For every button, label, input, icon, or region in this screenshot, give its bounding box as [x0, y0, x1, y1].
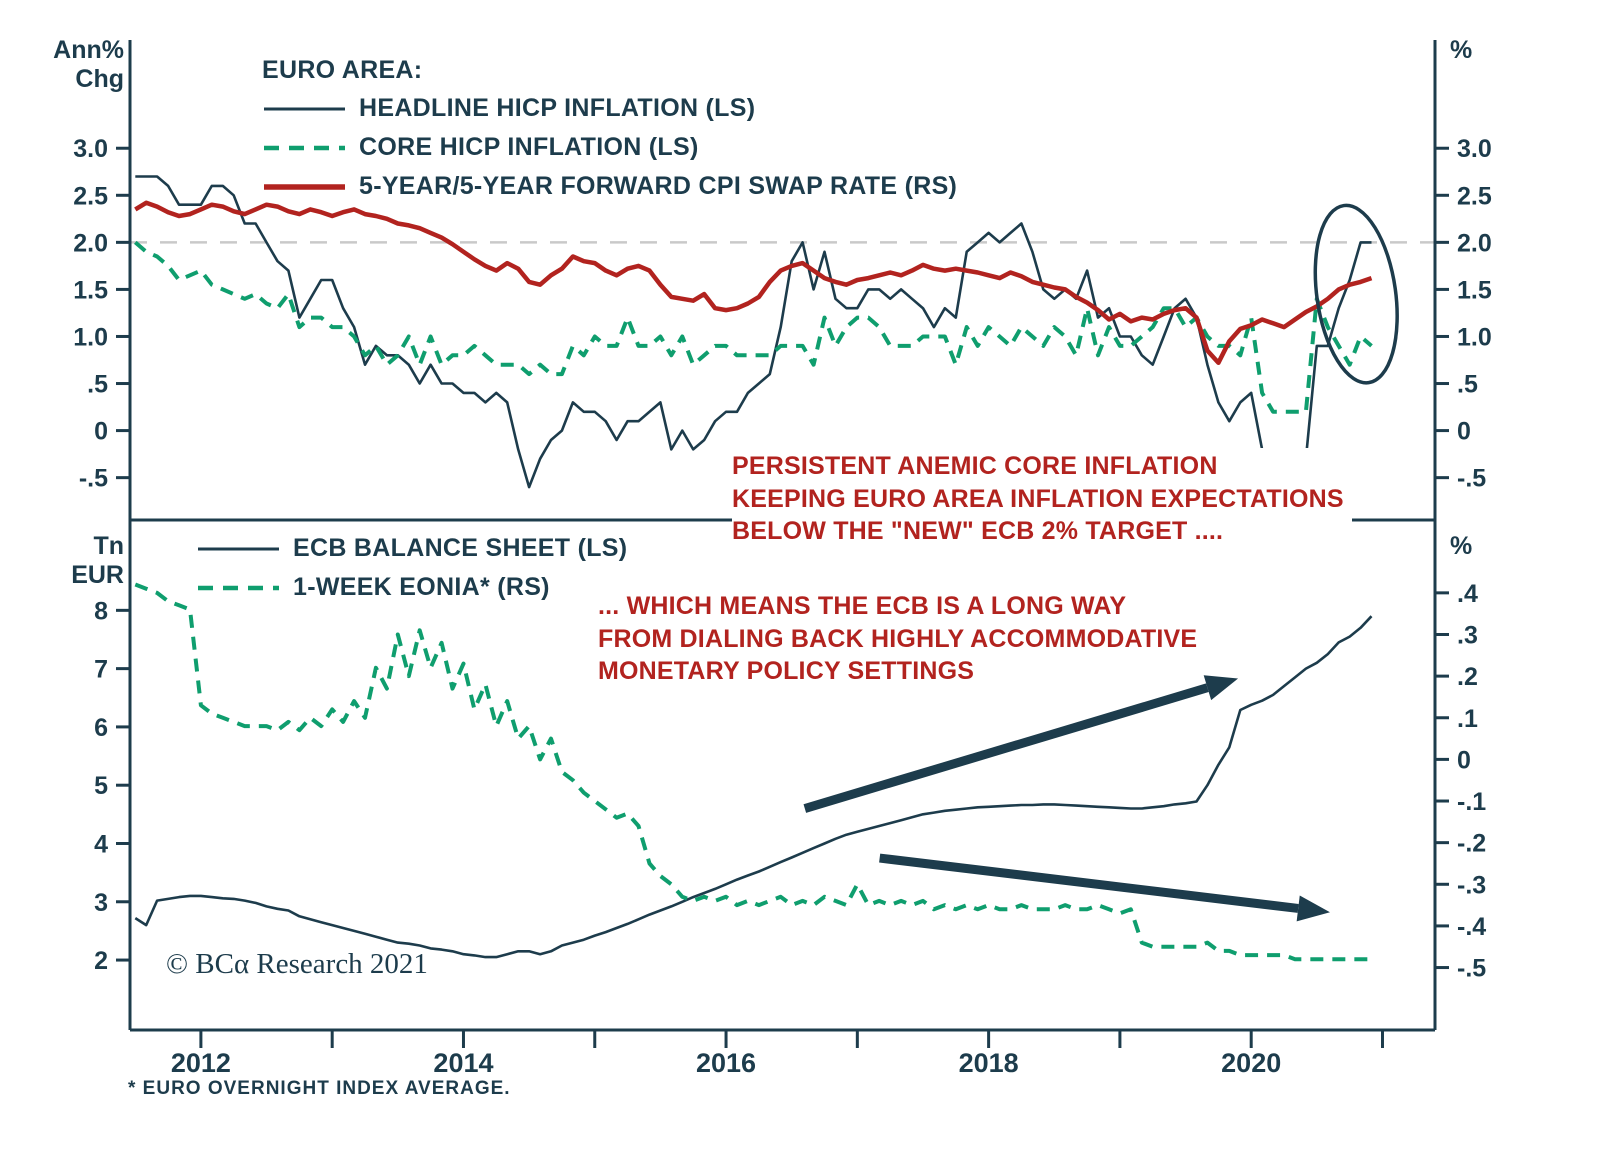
footnote-eonia-definition: * EURO OVERNIGHT INDEX AVERAGE. — [128, 1078, 511, 1099]
x-tick-label: 2014 — [433, 1048, 493, 1078]
copyright-bca-research: © BCα Research 2021 — [166, 948, 428, 980]
headline-hicp-line — [135, 175, 1372, 489]
trend-arrow-head — [1296, 895, 1330, 922]
ecb-balance-sheet-line — [134, 615, 1373, 959]
y-tick-label: 2.5 — [1457, 182, 1492, 210]
trend-arrow-head — [1203, 675, 1239, 701]
legend-title-euro-area: EURO AREA: — [262, 56, 423, 84]
y-tick-label: 0 — [94, 418, 108, 446]
y-tick-label: 2 — [94, 947, 108, 975]
y-tick-label: -.5 — [79, 465, 108, 493]
y-tick-label: 2.0 — [73, 229, 108, 257]
trend-arrow-shaft — [879, 853, 1299, 913]
balance-sheet-line-sample — [198, 547, 279, 550]
y-tick-label: 1.5 — [1457, 276, 1492, 304]
y-tick-label: 0 — [1457, 418, 1471, 446]
cpi-swap-line — [134, 200, 1373, 366]
y-tick-label: .4 — [1457, 580, 1478, 608]
core-line-sample — [264, 145, 345, 150]
y-tick-label: 8 — [94, 597, 108, 625]
legend-item-balance-sheet: ECB BALANCE SHEET (LS) — [196, 534, 627, 563]
x-tick-label: 2016 — [696, 1048, 756, 1078]
trend-arrow-shaft — [803, 683, 1209, 813]
y-tick-label: .5 — [87, 371, 108, 399]
y-tick-label: 3.0 — [1457, 135, 1492, 163]
top-left-axis-unit: Ann% Chg — [53, 36, 124, 93]
legend-label-swap: 5-YEAR/5-YEAR FORWARD CPI SWAP RATE (RS) — [359, 172, 958, 200]
y-tick-label: .3 — [1457, 621, 1478, 649]
y-tick-label: .1 — [1457, 705, 1478, 733]
top-legend: EURO AREA: HEADLINE HICP INFLATION (LS) … — [262, 56, 957, 211]
y-tick-label: -.1 — [1457, 788, 1486, 816]
eonia-line — [134, 582, 1372, 962]
legend-label-balance-sheet: ECB BALANCE SHEET (LS) — [293, 534, 628, 562]
core-hicp-line — [133, 240, 1373, 414]
x-tick-label: 2020 — [1221, 1048, 1281, 1078]
y-tick-label: 4 — [94, 830, 108, 858]
legend-label-headline: HEADLINE HICP INFLATION (LS) — [359, 94, 756, 122]
legend-item-core: CORE HICP INFLATION (LS) — [262, 133, 957, 162]
y-tick-label: 1.0 — [1457, 323, 1492, 351]
y-tick-label: 3.0 — [73, 135, 108, 163]
y-tick-label: -.5 — [1457, 465, 1486, 493]
legend-item-swap: 5-YEAR/5-YEAR FORWARD CPI SWAP RATE (RS) — [262, 172, 957, 201]
y-tick-label: 3 — [94, 889, 108, 917]
eonia-line-sample — [198, 585, 279, 590]
y-tick-label: -.4 — [1457, 913, 1486, 941]
legend-item-headline: HEADLINE HICP INFLATION (LS) — [262, 94, 957, 123]
y-tick-label: -.3 — [1457, 871, 1486, 899]
headline-line-sample — [264, 107, 345, 110]
x-tick-label: 2018 — [959, 1048, 1019, 1078]
y-tick-label: 6 — [94, 714, 108, 742]
y-tick-label: 5 — [94, 772, 108, 800]
annotation-inflation-expectations: PERSISTENT ANEMIC CORE INFLATION KEEPING… — [732, 448, 1352, 550]
y-tick-label: .5 — [1457, 371, 1478, 399]
swap-line-sample — [264, 183, 345, 190]
highlight-ellipse — [1313, 203, 1399, 385]
x-tick-label: 2012 — [171, 1048, 231, 1078]
annotation-ecb-policy: ... WHICH MEANS THE ECB IS A LONG WAY FR… — [598, 592, 1198, 685]
y-tick-label: 7 — [94, 656, 108, 684]
bottom-legend: ECB BALANCE SHEET (LS) 1-WEEK EONIA* (RS… — [196, 534, 627, 612]
y-tick-label: -.2 — [1457, 830, 1486, 858]
y-tick-label: 1.5 — [73, 276, 108, 304]
bottom-right-axis-unit: % — [1450, 532, 1473, 560]
y-tick-label: .2 — [1457, 663, 1478, 691]
y-tick-label: 2.5 — [73, 182, 108, 210]
y-tick-label: 2.0 — [1457, 229, 1492, 257]
legend-label-core: CORE HICP INFLATION (LS) — [359, 133, 699, 161]
y-tick-label: 1.0 — [73, 323, 108, 351]
legend-label-eonia: 1-WEEK EONIA* (RS) — [293, 573, 550, 601]
y-tick-label: -.5 — [1457, 955, 1486, 983]
top-right-axis-unit: % — [1450, 36, 1473, 64]
y-tick-label: 0 — [1457, 746, 1471, 774]
bottom-left-axis-unit: Tn EUR — [71, 532, 124, 589]
legend-item-eonia: 1-WEEK EONIA* (RS) — [196, 573, 627, 602]
